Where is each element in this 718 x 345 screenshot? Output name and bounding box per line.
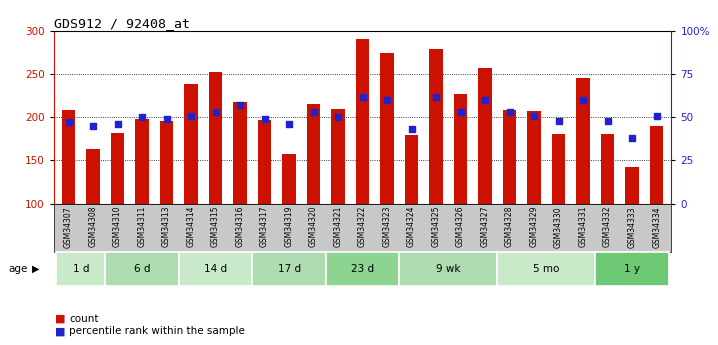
Point	[88, 123, 99, 129]
Bar	[106, 252, 179, 286]
Text: GSM34316: GSM34316	[236, 206, 245, 247]
Text: GSM34330: GSM34330	[554, 206, 563, 248]
Bar	[185, 84, 197, 204]
Text: GSM34333: GSM34333	[628, 206, 637, 248]
Text: 5 mo: 5 mo	[533, 264, 559, 274]
Text: GSM34332: GSM34332	[603, 206, 612, 247]
Point	[553, 118, 564, 124]
Text: ▶: ▶	[32, 264, 39, 274]
Bar	[429, 49, 443, 204]
Text: GSM34329: GSM34329	[530, 206, 538, 247]
Text: GSM34319: GSM34319	[284, 206, 294, 247]
Bar	[56, 252, 106, 286]
Bar	[160, 121, 173, 204]
Point	[332, 115, 344, 120]
Bar	[381, 53, 394, 204]
Point	[284, 121, 295, 127]
Point	[210, 109, 221, 115]
Text: GSM34308: GSM34308	[88, 206, 98, 247]
Point	[430, 94, 442, 99]
Bar	[478, 68, 492, 204]
Bar	[503, 110, 516, 204]
Point	[136, 115, 148, 120]
Point	[62, 120, 74, 125]
Text: GSM34326: GSM34326	[456, 206, 465, 247]
Bar	[111, 133, 124, 204]
Bar	[326, 252, 399, 286]
Bar	[601, 134, 615, 204]
Point	[602, 118, 613, 124]
Bar	[454, 94, 467, 204]
Point	[626, 135, 638, 141]
Text: 1 d: 1 d	[73, 264, 89, 274]
Point	[480, 97, 491, 103]
Bar	[258, 120, 271, 204]
Bar	[135, 119, 149, 204]
Bar	[282, 154, 296, 204]
Text: 23 d: 23 d	[351, 264, 374, 274]
Bar	[252, 252, 326, 286]
Point	[406, 127, 417, 132]
Text: GSM34311: GSM34311	[138, 206, 146, 247]
Point	[234, 102, 246, 108]
Bar	[399, 252, 498, 286]
Point	[161, 116, 172, 122]
Text: GSM34315: GSM34315	[211, 206, 220, 247]
Text: GSM34310: GSM34310	[113, 206, 122, 247]
Text: GSM34328: GSM34328	[505, 206, 514, 247]
Text: GSM34334: GSM34334	[652, 206, 661, 248]
Text: GSM34322: GSM34322	[358, 206, 367, 247]
Text: 9 wk: 9 wk	[436, 264, 461, 274]
Point	[308, 109, 320, 115]
Point	[258, 116, 270, 122]
Bar	[356, 39, 369, 204]
Text: GSM34321: GSM34321	[334, 206, 342, 247]
Bar	[62, 110, 75, 204]
Point	[112, 121, 123, 127]
Bar	[528, 111, 541, 204]
Point	[577, 97, 589, 103]
Text: ■: ■	[55, 326, 66, 336]
Bar	[498, 252, 595, 286]
Point	[381, 97, 393, 103]
Text: GSM34331: GSM34331	[579, 206, 587, 247]
Text: 1 y: 1 y	[624, 264, 640, 274]
Text: 6 d: 6 d	[134, 264, 150, 274]
Bar	[331, 109, 345, 204]
Text: GSM34323: GSM34323	[383, 206, 391, 247]
Text: 14 d: 14 d	[204, 264, 227, 274]
Text: GDS912 / 92408_at: GDS912 / 92408_at	[54, 17, 190, 30]
Text: GSM34313: GSM34313	[162, 206, 171, 247]
Text: age: age	[9, 264, 28, 274]
Text: GSM34325: GSM34325	[432, 206, 441, 247]
Bar	[577, 78, 590, 204]
Bar	[405, 136, 419, 204]
Point	[528, 113, 540, 118]
Text: GSM34314: GSM34314	[187, 206, 195, 247]
Point	[357, 94, 368, 99]
Point	[455, 109, 467, 115]
Bar	[307, 104, 320, 204]
Text: GSM34324: GSM34324	[407, 206, 416, 247]
Text: percentile rank within the sample: percentile rank within the sample	[69, 326, 245, 336]
Text: GSM34307: GSM34307	[64, 206, 73, 248]
Bar	[552, 134, 565, 204]
Bar	[54, 204, 671, 252]
Point	[504, 109, 516, 115]
Text: GSM34317: GSM34317	[260, 206, 269, 247]
Bar	[595, 252, 669, 286]
Bar	[86, 149, 100, 204]
Text: GSM34327: GSM34327	[480, 206, 490, 247]
Bar	[209, 72, 223, 204]
Bar	[233, 102, 247, 204]
Bar	[179, 252, 252, 286]
Point	[651, 113, 663, 118]
Text: ■: ■	[55, 314, 66, 324]
Bar	[625, 167, 639, 204]
Text: GSM34320: GSM34320	[309, 206, 318, 247]
Text: 17 d: 17 d	[278, 264, 301, 274]
Text: count: count	[69, 314, 98, 324]
Bar	[650, 126, 663, 204]
Point	[185, 113, 197, 118]
